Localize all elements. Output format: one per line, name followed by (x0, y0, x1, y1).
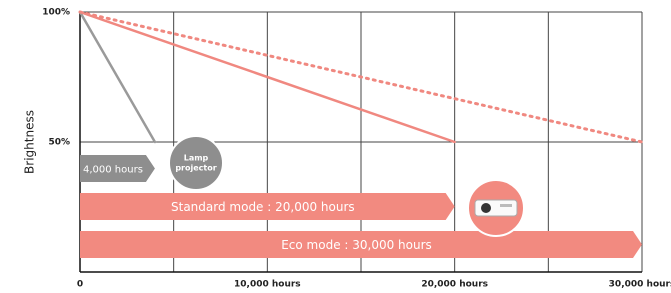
arrow-label: 4,000 hours (83, 165, 143, 176)
badge-label: Lamp (184, 154, 209, 163)
x-tick-label: 20,000 hours (421, 280, 488, 290)
chart: Brightness 0 10,000 hours 20,000 hours 30,0… (0, 0, 671, 293)
page: {"chart_data": {"type": "line", "y_label… (0, 0, 671, 293)
y-tick-label: 50% (48, 138, 70, 148)
badge-label: projector (175, 164, 216, 173)
y-axis-label: Brightness (23, 110, 37, 174)
x-tick-label: 10,000 hours (234, 280, 301, 290)
arrow-label: Eco mode : 30,000 hours (281, 238, 432, 252)
arrow-label: Standard mode : 20,000 hours (171, 200, 355, 214)
y-tick-label: 100% (42, 8, 70, 18)
projector-icon (468, 180, 524, 236)
data-line (80, 12, 155, 142)
x-tick-label: 30,000 hours (609, 280, 671, 290)
x-tick-label: 0 (77, 280, 83, 290)
